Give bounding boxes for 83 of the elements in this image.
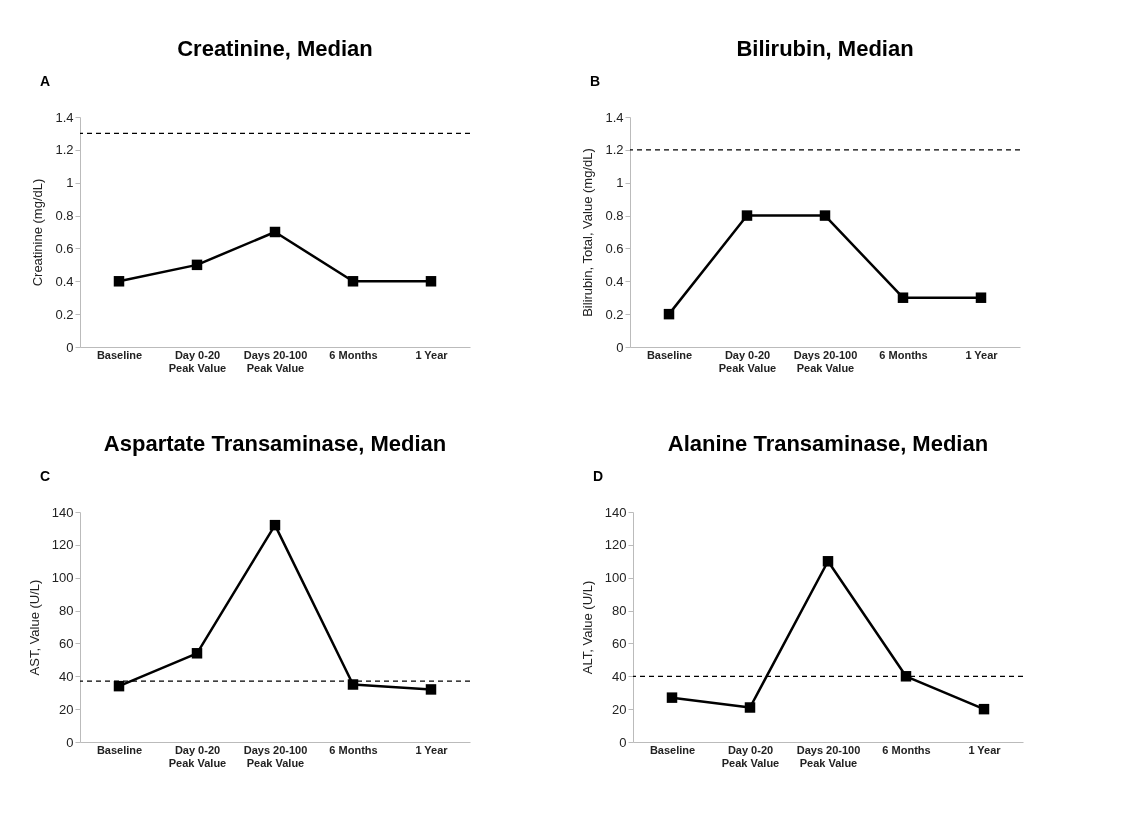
chart-title: Bilirubin, Median	[736, 36, 914, 61]
y-tick-label: 0.2	[605, 306, 624, 322]
y-tick-label: 0	[616, 339, 624, 355]
y-tick-label: 1.2	[55, 142, 74, 158]
y-tick-label: 0	[66, 339, 74, 355]
y-tick-label: 0	[619, 734, 627, 750]
y-tick-label: 120	[604, 537, 627, 553]
y-tick-label: 60	[612, 635, 627, 651]
y-tick-label: 0	[66, 734, 74, 750]
y-tick-label: 40	[612, 668, 627, 684]
x-tick-label: 1 Year	[415, 348, 449, 361]
point	[897, 292, 909, 303]
y-axis-title: AST, Value (U/L)	[26, 579, 42, 676]
x-tick-label: Baseline	[96, 348, 143, 361]
x-tick-label: 6 Months	[882, 743, 931, 756]
x-tick-label: Day 0-20 Peak Value	[721, 743, 780, 769]
x-tick-label: Day 0-20 Peak Value	[168, 743, 227, 769]
y-tick-label: 0.8	[55, 208, 74, 224]
point	[744, 702, 756, 713]
y-tick-label: 0.8	[605, 208, 624, 224]
y-tick-label: 80	[59, 603, 74, 619]
text: D	[593, 468, 604, 484]
x-tick-label: 6 Months	[329, 348, 378, 361]
point	[819, 210, 831, 221]
x-tick-label: Days 20-100 Peak Value	[796, 743, 861, 769]
point	[269, 226, 281, 238]
y-axis-title: Bilirubin, Total, Value (mg/dL)	[580, 148, 596, 317]
y-tick-label: 80	[612, 603, 627, 619]
point	[347, 679, 359, 690]
point	[347, 276, 359, 287]
y-tick-label: 1.4	[605, 109, 624, 125]
chart-title: Creatinine, Median	[177, 36, 373, 61]
x-tick-label: Baseline	[96, 743, 143, 756]
y-tick-label: 1.4	[55, 109, 74, 125]
x-tick-label: Days 20-100 Peak Value	[243, 348, 308, 374]
x-tick-label: Baseline	[649, 743, 696, 756]
x-tick-label: Days 20-100 Peak Value	[793, 348, 858, 374]
y-tick-label: 20	[612, 701, 627, 717]
point	[269, 519, 281, 531]
point	[900, 671, 912, 682]
x-tick-label: 6 Months	[329, 743, 378, 756]
y-tick-label: 100	[604, 570, 627, 586]
y-tick-label: 60	[59, 635, 74, 651]
x-tick-label: Days 20-100 Peak Value	[243, 743, 308, 769]
point	[425, 276, 437, 287]
y-tick-label: 0.6	[605, 240, 624, 256]
point	[822, 556, 834, 567]
y-tick-label: 1	[66, 175, 74, 191]
y-tick-label: 0.4	[55, 273, 74, 289]
y-tick-label: 40	[59, 668, 74, 684]
text: A	[40, 73, 51, 89]
y-tick-label: 0.2	[55, 306, 74, 322]
y-tick-label: 1	[616, 175, 624, 191]
y-tick-label: 0.4	[605, 273, 624, 289]
y-tick-label: 120	[51, 537, 74, 553]
y-tick-label: 20	[59, 701, 74, 717]
x-tick-label: 1 Year	[968, 743, 1002, 756]
point	[113, 276, 125, 287]
text: C	[40, 468, 51, 484]
chart-title: Alanine Transaminase, Median	[667, 431, 989, 456]
x-tick-label: Day 0-20 Peak Value	[168, 348, 227, 374]
point	[975, 292, 987, 303]
y-tick-label: 140	[51, 504, 74, 520]
y-tick-label: 100	[51, 570, 74, 586]
point	[425, 684, 437, 695]
point	[978, 703, 990, 715]
point	[666, 692, 678, 703]
chart-title: Aspartate Transaminase, Median	[103, 431, 447, 456]
text: B	[590, 73, 601, 89]
x-tick-label: 1 Year	[415, 743, 449, 756]
y-tick-label: 140	[604, 504, 627, 520]
y-axis-title: ALT, Value (U/L)	[579, 580, 595, 675]
x-tick-label: 1 Year	[965, 348, 999, 361]
point	[663, 308, 675, 320]
point	[191, 259, 203, 271]
y-axis-title: Creatinine (mg/dL)	[30, 178, 46, 287]
x-tick-label: Day 0-20 Peak Value	[718, 348, 777, 374]
point	[741, 210, 753, 221]
point	[191, 648, 203, 659]
y-tick-label: 0.6	[55, 240, 74, 256]
y-tick-label: 1.2	[605, 142, 624, 158]
x-tick-label: 6 Months	[879, 348, 928, 361]
x-tick-label: Baseline	[646, 348, 693, 361]
